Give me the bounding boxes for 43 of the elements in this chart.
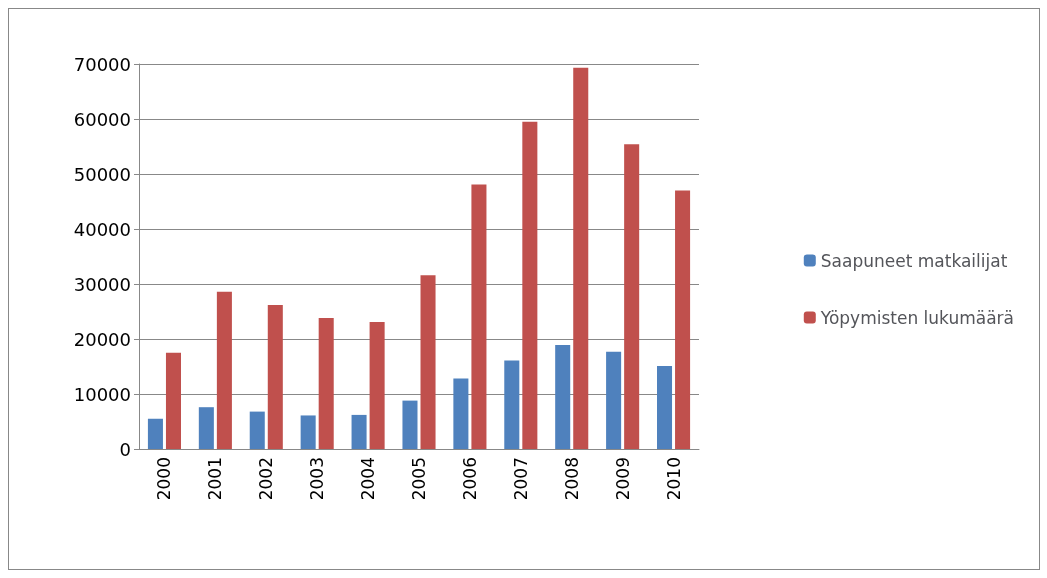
bar: [402, 400, 418, 449]
y-tick-label: 60000: [73, 108, 131, 130]
y-tick-label: 40000: [73, 218, 131, 240]
y-tick-label: 50000: [73, 163, 131, 185]
x-tick-label: 2004: [358, 457, 379, 501]
x-tick-label: 2002: [256, 457, 277, 501]
x-tick-label: 2009: [612, 457, 633, 501]
legend-label: Saapuneet matkailijat: [820, 250, 1008, 271]
bar: [300, 415, 316, 449]
bar: [606, 351, 622, 449]
x-tick-label: 2010: [663, 457, 684, 501]
bar: [249, 411, 265, 449]
bar: [216, 291, 232, 449]
bar: [420, 275, 436, 449]
bar: [165, 352, 181, 449]
bar: [573, 67, 589, 449]
bar: [267, 304, 283, 449]
bar: [318, 318, 334, 449]
bar: [657, 365, 673, 449]
y-tick-label: 70000: [73, 53, 131, 75]
bar: [504, 360, 520, 449]
y-tick-label: 20000: [73, 328, 131, 350]
x-tick-label: 2005: [409, 457, 429, 501]
x-tick-label: 2003: [307, 457, 328, 501]
bar: [675, 190, 691, 449]
bar: [522, 121, 538, 449]
bar: [453, 378, 469, 449]
bar: [369, 321, 385, 449]
x-tick-label: 2006: [459, 457, 480, 501]
bar: [147, 418, 163, 449]
x-tick-label: 2001: [205, 457, 226, 501]
bar: [198, 407, 214, 449]
y-tick-label: 0: [119, 438, 131, 460]
x-tick-label: 2007: [510, 457, 531, 501]
y-tick-label: 10000: [73, 383, 131, 405]
bar: [351, 414, 367, 449]
bar: [471, 184, 487, 449]
y-tick-label: 30000: [73, 273, 131, 295]
legend-label: Yöpymisten lukumäärä: [819, 307, 1014, 328]
x-tick-label: 2000: [154, 457, 175, 501]
bar: [555, 345, 571, 449]
bar: [624, 144, 640, 449]
x-tick-label: 2008: [561, 457, 582, 501]
